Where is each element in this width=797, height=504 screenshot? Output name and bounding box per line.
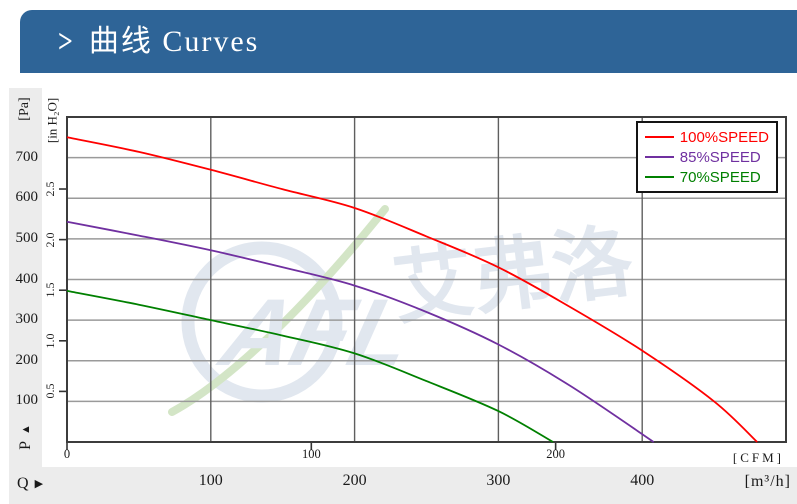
m3h-tick-label: 200 [342,472,367,489]
y-axis-unit-inh2o: [in H₂O] [44,97,60,144]
curves-chart: AFL 艾弗洛 [59,116,787,450]
pa-tick-label: 100 [15,392,39,409]
inh2o-tick-label: 1.5 [43,282,57,298]
chevron-right-icon: > [58,22,73,59]
page-title: 曲线 Curves [88,24,260,58]
inh2o-tick-label: 2.0 [43,232,57,248]
svg-text:AFL: AFL [210,280,423,385]
pa-tick-label: 600 [15,189,39,206]
pa-tick-label: 400 [15,270,39,287]
pressure-axis-symbol: P [17,441,34,450]
legend-item-100: 100%SPEED [644,127,769,147]
cfm-tick-label: 0 [63,447,71,461]
legend-item-85: 85%SPEED [644,147,769,167]
x-axis-unit-cfm: [CFM] [732,450,784,465]
inh2o-tick-label: 2.5 [43,181,57,197]
legend-line-85 [644,156,674,158]
pa-tick-label: 200 [15,351,39,368]
inh2o-tick-label: 0.5 [43,383,57,399]
legend-item-70: 70%SPEED [644,167,769,187]
pressure-axis-label: P ▲ [17,417,35,457]
cfm-tick-label: 100 [301,447,321,461]
pa-axis-strip [9,88,42,467]
pa-tick-label: 700 [15,148,39,165]
legend-line-70 [644,176,674,178]
flow-axis-label: Q ▶ [17,475,43,493]
x-axis-unit-m3h: [m³/h] [744,473,791,490]
cfm-tick-label: 200 [546,447,565,461]
inh2o-tick-label: 1.0 [43,333,57,349]
chart-plot-area: AFL 艾弗洛 100%SPEED 85%SPEED 70%SPEED [59,116,787,450]
header-bar: > 曲线 Curves [20,10,797,73]
pa-tick-label: 500 [15,229,39,246]
m3h-tick-label: 300 [486,472,511,489]
pa-tick-label: 300 [15,311,39,328]
legend-line-100 [644,136,674,138]
legend: 100%SPEED 85%SPEED 70%SPEED [635,121,778,193]
m3h-tick-label: 400 [630,472,655,489]
legend-label-70: 70%SPEED [679,168,761,186]
up-arrow-icon: ▲ [19,424,32,435]
y-axis-unit-pa: [Pa] [16,97,32,121]
legend-label-85: 85%SPEED [679,148,761,166]
flow-axis-symbol: Q [17,475,29,492]
right-arrow-icon: ▶ [34,477,44,490]
flow-axis-strip [9,467,797,504]
m3h-tick-label: 100 [198,472,223,489]
legend-label-100: 100%SPEED [679,128,769,146]
